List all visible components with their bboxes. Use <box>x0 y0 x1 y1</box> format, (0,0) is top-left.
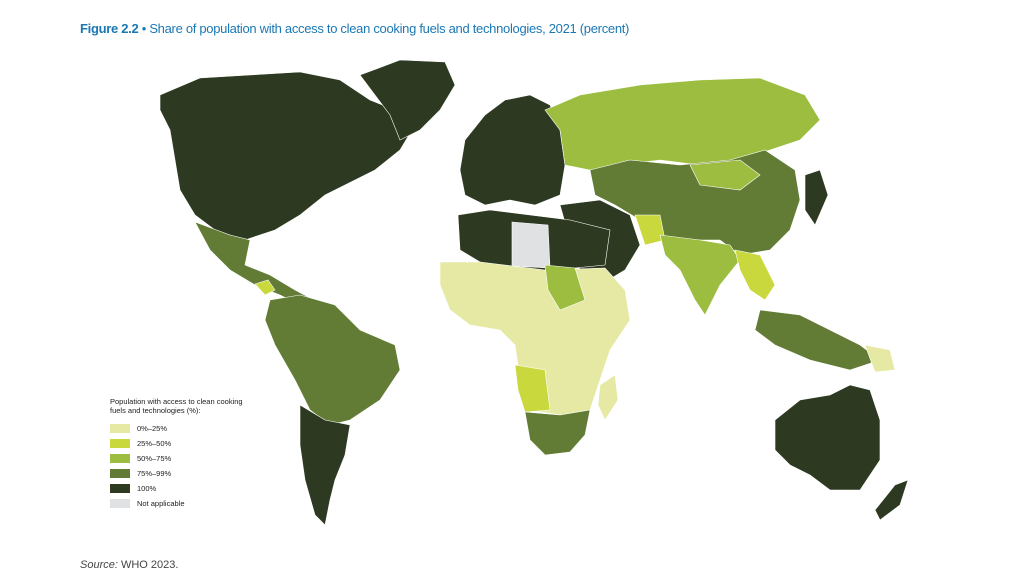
region <box>734 249 776 301</box>
legend: Population with access to clean cooking … <box>110 397 245 511</box>
region <box>299 404 351 526</box>
legend-swatch <box>110 484 130 493</box>
legend-item: 50%–75% <box>110 451 245 466</box>
region <box>754 309 881 371</box>
legend-label: 0%–25% <box>137 424 168 433</box>
region <box>159 71 416 241</box>
region <box>774 384 881 491</box>
region <box>864 344 896 373</box>
legend-swatch <box>110 454 130 463</box>
region <box>804 169 829 226</box>
legend-item: 0%–25% <box>110 421 245 436</box>
region <box>544 264 586 311</box>
legend-label: Not applicable <box>137 499 185 508</box>
legend-label: 100% <box>137 484 157 493</box>
legend-item: 25%–50% <box>110 436 245 451</box>
region <box>544 77 821 171</box>
title-text: Share of population with access to clean… <box>149 21 630 36</box>
legend-label: 75%–99% <box>137 469 172 478</box>
source-label: Source: <box>80 559 118 571</box>
region <box>264 294 401 426</box>
source-text: WHO 2023. <box>120 559 179 571</box>
legend-swatch <box>110 499 130 508</box>
region <box>514 364 551 413</box>
region <box>634 214 666 246</box>
legend-item: 100% <box>110 481 245 496</box>
legend-items: 0%–25% 25%–50% 50%–75% 75%–99% 100% Not appli… <box>110 421 245 511</box>
figure-label: Figure 2.2 <box>80 21 139 36</box>
region <box>511 221 551 269</box>
figure-title: Figure 2.2 • Share of population with ac… <box>80 21 629 36</box>
region <box>524 409 591 456</box>
legend-swatch <box>110 439 130 448</box>
legend-swatch <box>110 469 130 478</box>
source: Source: WHO 2023. <box>80 559 178 571</box>
legend-item: 75%–99% <box>110 466 245 481</box>
legend-item: Not applicable <box>110 496 245 511</box>
region <box>459 94 566 206</box>
region <box>254 279 276 296</box>
legend-label: 50%–75% <box>137 454 172 463</box>
region <box>874 479 909 521</box>
region <box>359 59 456 141</box>
region <box>659 234 741 316</box>
legend-label: 25%–50% <box>137 439 172 448</box>
separator: • <box>141 21 147 36</box>
legend-title: Population with access to clean cooking … <box>110 397 243 415</box>
region <box>689 159 761 191</box>
legend-swatch <box>110 424 130 433</box>
region <box>597 374 619 421</box>
